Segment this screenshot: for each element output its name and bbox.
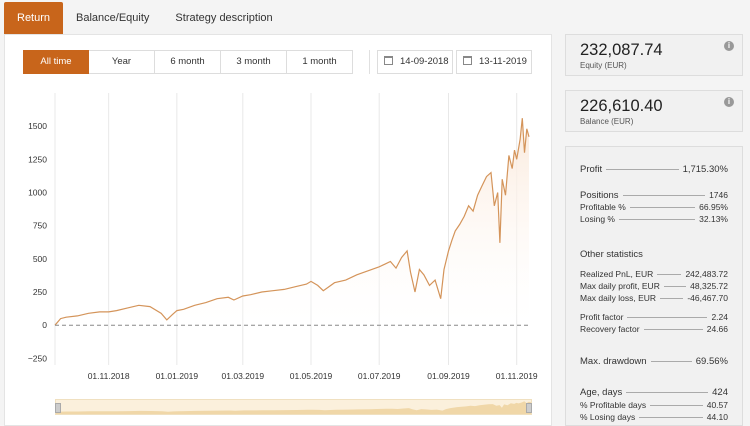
calendar-icon [384,56,393,65]
equity-value: 232,087.74 [580,41,663,59]
statistics-card: Profit 1,715.30% Positions 1746 Profitable… [565,146,743,426]
y-tick-label: 0 [42,320,47,330]
y-tick-label: 1000 [28,188,47,198]
navigator-right-handle[interactable] [526,403,532,413]
equity-area-fill [55,118,529,326]
stat-recovery-factor: Recovery factor 24.66 [580,324,728,334]
period-6-month-button[interactable]: 6 month [155,50,221,74]
stat-realized-pnl: Realized PnL, EUR 242,483.72 [580,269,728,279]
stat-profitable-days: % Profitable days 40.57 [580,400,728,410]
period-3-month-button[interactable]: 3 month [221,50,287,74]
x-tick-label: 01.05.2019 [290,371,333,381]
x-tick-label: 01.11.2019 [496,371,538,381]
y-tick-label: 1250 [28,154,47,164]
x-tick-label: 01.03.2019 [222,371,265,381]
stat-max-drawdown: Max. drawdown 69.56% [580,356,728,367]
chart-panel: All time Year 6 month 3 month 1 month 14… [4,34,552,426]
equity-card: 232,087.74 Equity (EUR) i [565,34,743,76]
period-1-month-button[interactable]: 1 month [287,50,353,74]
stat-positions: Positions 1746 [580,190,728,201]
return-series-line [54,118,530,326]
return-chart[interactable]: 01.11.2018 01.01.2019 01.03.2019 01.05.2019… [5,85,551,385]
x-tick-label: 01.07.2019 [358,371,401,381]
stat-profit-factor: Profit factor 2.24 [580,312,728,322]
period-all-time-button[interactable]: All time [23,50,89,74]
tab-strategy-description[interactable]: Strategy description [175,12,273,24]
stat-losing-days: % Losing days 44.10 [580,412,728,422]
stat-profitable-pct: Profitable % 66.95% [580,202,728,212]
y-tick-label: 750 [33,221,47,231]
date-from-field[interactable]: 14-09-2018 [377,50,453,74]
y-tick-label: 500 [33,254,47,264]
balance-card: 226,610.40 Balance (EUR) i [565,90,743,132]
stat-age-days: Age, days 424 [580,387,728,398]
info-icon[interactable]: i [724,97,734,107]
stat-max-daily-loss: Max daily loss, EUR -46,467.70 [580,293,728,303]
equity-label: Equity (EUR) [580,61,627,70]
navigator-left-handle[interactable] [55,403,61,413]
x-tick-label: 01.01.2019 [156,371,199,381]
balance-label: Balance (EUR) [580,117,634,126]
balance-value: 226,610.40 [580,97,663,115]
calendar-icon [463,56,472,65]
y-tick-label: 250 [33,287,47,297]
x-tick-label: 01.09.2019 [427,371,470,381]
tab-balance-equity[interactable]: Balance/Equity [76,12,150,24]
date-to-field[interactable]: 13-11-2019 [456,50,532,74]
stat-losing-pct: Losing % 32.13% [580,214,728,224]
range-navigator[interactable] [55,399,532,415]
period-selector: All time Year 6 month 3 month 1 month [23,50,353,74]
date-from-value: 14-09-2018 [400,56,449,67]
divider [369,50,370,74]
tab-bar: Return Balance/Equity Strategy descripti… [0,0,553,34]
stat-profit: Profit 1,715.30% [580,164,728,175]
navigator-preview [56,401,531,414]
other-statistics-heading: Other statistics [580,249,643,260]
y-tick-label: −250 [28,353,47,363]
stat-max-daily-profit: Max daily profit, EUR 48,325.72 [580,281,728,291]
tab-return[interactable]: Return [4,2,64,34]
period-year-button[interactable]: Year [89,50,155,74]
x-tick-label: 01.11.2018 [88,371,130,381]
info-icon[interactable]: i [724,41,734,51]
date-to-value: 13-11-2019 [479,56,527,67]
navigator-series [56,401,531,414]
y-tick-label: 1500 [28,121,47,131]
